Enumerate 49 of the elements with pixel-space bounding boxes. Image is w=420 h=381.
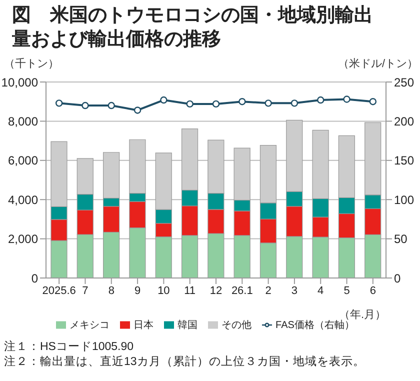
- x-tick-label: 8: [108, 284, 114, 297]
- y2-axis-title: （米ドル/トン）: [338, 57, 418, 72]
- chart-title: 図 米国のトウモロコシの国・地域別輸出量および輸出価格の推移: [12, 4, 374, 52]
- y2-tick-label: 200: [394, 114, 414, 128]
- x-axis-title: （年.月）: [338, 309, 386, 321]
- point: [369, 98, 377, 106]
- point: [264, 100, 272, 107]
- point: [108, 102, 115, 110]
- legend-label: 日本: [134, 320, 154, 331]
- x-tick-label: 26.1: [231, 284, 253, 297]
- y-tick-label: 10,000: [1, 75, 38, 90]
- y2-tick-label: 50: [394, 232, 408, 246]
- point: [186, 100, 194, 108]
- x-tick-label: 12: [210, 284, 222, 297]
- point: [317, 96, 324, 104]
- point: [343, 96, 350, 103]
- x-tick-label: 10: [158, 284, 170, 297]
- point: [55, 100, 63, 107]
- y2-tick-label: 100: [394, 192, 414, 207]
- x-tick-label: 9: [134, 284, 141, 297]
- legend-label: その他: [222, 320, 252, 331]
- y-tick-label: 2,000: [8, 232, 38, 246]
- point: [238, 98, 246, 106]
- point: [212, 100, 220, 108]
- point: [290, 100, 298, 107]
- y2-tick-label: 150: [394, 154, 414, 168]
- x-tick-label: 5: [344, 284, 350, 297]
- y2-tick-label: 250: [394, 75, 414, 90]
- x-tick-label: 11: [184, 284, 196, 297]
- x-tick-label: 2025.6: [42, 284, 76, 297]
- x-tick-label: 6: [370, 284, 376, 297]
- y-tick-label: 4,000: [8, 192, 38, 207]
- y-tick-label: 8,000: [8, 114, 38, 128]
- text: 注２：輸出量は、直近13カ月（累計）の上位３カ国・地域を表示。: [4, 355, 366, 370]
- y-axis-title: （千トン）: [4, 57, 59, 72]
- x-tick-label: 4: [318, 284, 324, 297]
- point: [82, 102, 89, 110]
- y2-tick-label: 0: [394, 271, 401, 286]
- x-tick-label: 7: [82, 284, 88, 297]
- legend-label: FAS価格（右軸）: [276, 320, 354, 331]
- legend-label: メキシコ: [70, 320, 110, 331]
- point: [160, 96, 168, 104]
- y-tick-label: 6,000: [8, 154, 38, 168]
- x-tick-label: 2: [265, 284, 272, 297]
- text: 注１：HSコード1005.90: [4, 340, 135, 355]
- point: [134, 106, 142, 114]
- y-tick-label: 0: [31, 271, 38, 286]
- x-tick-label: 3: [291, 284, 298, 297]
- legend-label: 韓国: [178, 320, 198, 331]
